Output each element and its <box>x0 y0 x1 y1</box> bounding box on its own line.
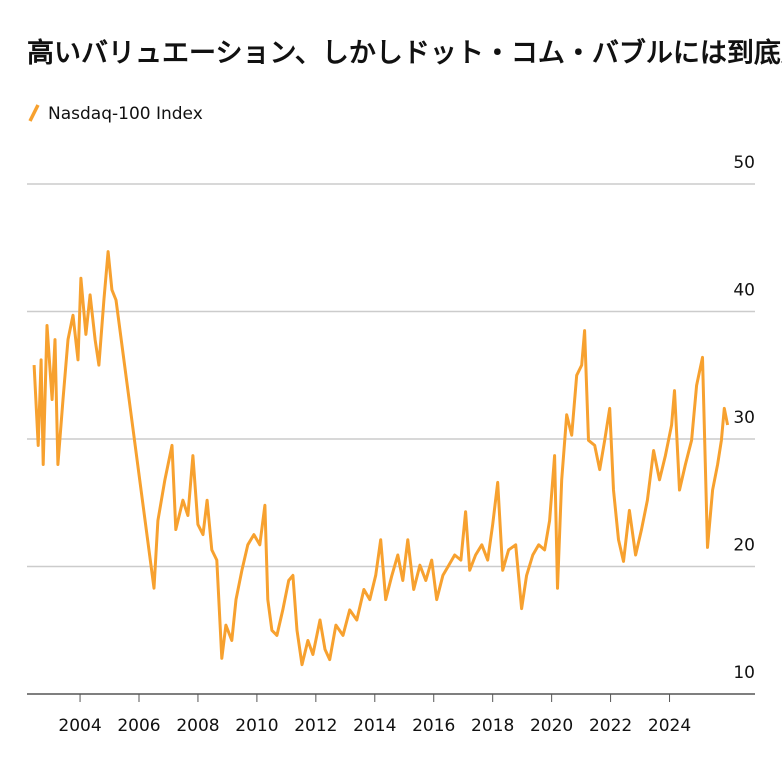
y-tick-label: 10 <box>733 663 755 683</box>
x-tick-label: 2018 <box>471 716 514 736</box>
y-tick-label: 30 <box>733 408 755 428</box>
x-tick-label: 2024 <box>648 716 691 736</box>
legend-swatch <box>28 104 40 122</box>
chart-title: 高いバリュエーション、しかしドット・コム・バブルには到底及ばず <box>27 37 782 69</box>
x-tick-label: 2014 <box>353 716 396 736</box>
y-tick-label: 20 <box>733 536 755 556</box>
x-tick-label: 2022 <box>589 716 632 736</box>
x-tick-label: 2012 <box>294 716 337 736</box>
legend-label: Nasdaq-100 Index <box>48 104 203 124</box>
y-tick-label: 50 <box>733 153 755 173</box>
x-tick-label: 2020 <box>530 716 573 736</box>
data-line <box>32 250 730 667</box>
x-tick-label: 2008 <box>176 716 219 736</box>
x-tick-label: 2010 <box>235 716 278 736</box>
y-tick-label: 40 <box>733 281 755 301</box>
x-tick-label: 2006 <box>117 716 160 736</box>
x-tick-label: 2004 <box>58 716 101 736</box>
x-tick-label: 2016 <box>412 716 455 736</box>
